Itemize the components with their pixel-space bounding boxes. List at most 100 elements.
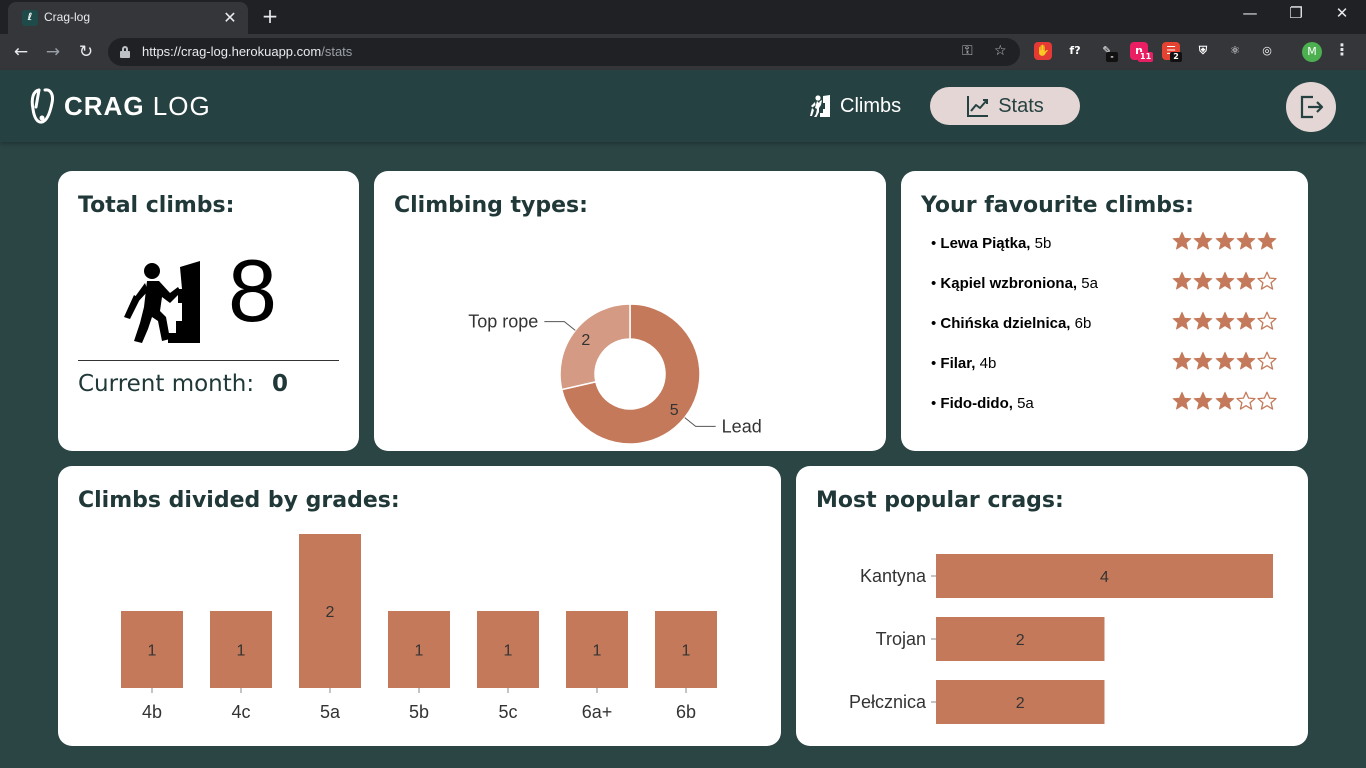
carabiner-icon (30, 88, 54, 124)
forward-button[interactable]: → (45, 42, 61, 62)
shield-icon[interactable]: ⛨ (1194, 42, 1212, 60)
grade-bar[interactable] (210, 611, 272, 688)
pen-icon[interactable]: ✎ - (1098, 42, 1118, 62)
star-filled-icon (1172, 351, 1192, 370)
favourite-climbs-list: • Lewa Piątka, 5b • Kąpiel wzbroniona, 5a… (931, 231, 1281, 431)
restore-button[interactable]: ❐ (1289, 4, 1303, 22)
grade-bar-value: 1 (593, 643, 602, 660)
favourite-climb-label: • Kąpiel wzbroniona, 5a (931, 275, 1098, 292)
grade-bar[interactable] (477, 611, 539, 688)
star-filled-icon (1172, 271, 1192, 290)
nav-stats[interactable]: Stats (930, 87, 1080, 125)
app-header: CRAG LOG Climbs Stats (0, 70, 1366, 142)
grade-tick-label: 5b (409, 702, 429, 722)
star-filled-icon (1236, 271, 1256, 290)
grade-bar-value: 1 (682, 643, 691, 660)
star-filled-icon (1193, 311, 1213, 330)
todoist-icon[interactable]: ☰ 2 (1162, 42, 1182, 62)
bookmark-star-icon[interactable]: ☆ (994, 43, 1007, 59)
nav-stats-label: Stats (998, 94, 1044, 117)
grade-bar-value: 1 (148, 643, 157, 660)
climber-icon (124, 261, 200, 343)
grade-bar[interactable] (566, 611, 628, 688)
star-filled-icon (1215, 311, 1234, 330)
crag-bar[interactable] (936, 680, 1105, 724)
grade-bar[interactable] (299, 534, 361, 688)
browser-tab[interactable]: ℓ Crag-log ✕ (8, 2, 248, 34)
star-filled-icon (1215, 391, 1234, 410)
address-bar[interactable]: https://crag-log.herokuapp.com/stats ⚿ ☆ (108, 38, 1020, 66)
grade-bar[interactable] (388, 611, 450, 688)
browser-menu-icon[interactable]: ⋮ (1334, 40, 1350, 59)
crag-log-logo[interactable]: CRAG LOG (30, 86, 211, 126)
favourite-climb-item: • Fido-dido, 5a (931, 391, 1281, 431)
key-icon[interactable]: ⚿ (962, 43, 973, 59)
star-filled-icon (1193, 271, 1213, 290)
react-icon[interactable]: ⚛ (1226, 42, 1244, 60)
logout-icon (1300, 95, 1324, 119)
back-button[interactable]: ← (13, 42, 29, 62)
reload-button[interactable]: ↻ (78, 42, 94, 62)
climb-grade: 5a (1081, 275, 1098, 292)
star-empty-icon (1236, 391, 1256, 410)
star-filled-icon (1236, 351, 1256, 370)
grade-tick-label: 5c (498, 702, 517, 722)
crag-bar[interactable] (936, 617, 1105, 661)
grade-bar[interactable] (655, 611, 717, 688)
climbing-types-donut-chart: 5 Lead 2 Top rope (468, 303, 762, 445)
grade-bar-value: 1 (237, 643, 246, 660)
climb-grade: 4b (979, 355, 997, 372)
crag-tick-label: Pełcznica (849, 692, 927, 712)
stop-sign-icon[interactable]: ✋ (1034, 42, 1052, 60)
window-close-button[interactable]: ✕ (1335, 4, 1349, 22)
lock-icon[interactable] (120, 46, 130, 58)
crag-bar[interactable] (936, 554, 1273, 598)
grade-bar-value: 1 (415, 643, 424, 660)
star-filled-icon (1172, 231, 1192, 250)
star-filled-icon (1236, 311, 1256, 330)
circle-target-icon[interactable]: ◎ (1258, 42, 1276, 60)
grades-bar-chart: 1 4b 1 4c 2 5a 1 5b 1 5c 1 6a+ 1 6b (121, 534, 717, 722)
extension-badge: 2 (1170, 52, 1182, 62)
star-rating (1172, 231, 1278, 251)
star-empty-icon (1257, 391, 1277, 410)
grade-bar[interactable] (121, 611, 183, 688)
extension-badge: 11 (1138, 52, 1154, 62)
new-tab-button[interactable]: + (261, 4, 279, 28)
donut-category-label: Lead (722, 416, 762, 436)
favourite-climb-label: • Chińska dzielnica, 6b (931, 315, 1092, 332)
climb-name: Filar, (940, 355, 976, 372)
donut-leader-line (544, 321, 576, 331)
star-empty-icon (1257, 351, 1277, 370)
total-climbs-card: Total climbs: 8 Current month: 0 (58, 171, 359, 451)
favourite-climb-item: • Lewa Piątka, 5b (931, 231, 1281, 271)
star-empty-icon (1257, 271, 1277, 290)
star-rating (1172, 351, 1278, 371)
donut-slice-top-rope[interactable] (559, 303, 631, 391)
donut-slice-lead[interactable] (560, 303, 701, 445)
logout-button[interactable] (1286, 82, 1336, 132)
donut-leader-line (684, 417, 716, 427)
favourite-climbs-title: Your favourite climbs: (921, 193, 1194, 218)
profile-avatar[interactable]: M (1302, 42, 1322, 62)
tab-close-icon[interactable]: ✕ (223, 8, 237, 27)
minimize-button[interactable]: — (1242, 4, 1258, 22)
favourite-climb-item: • Chińska dzielnica, 6b (931, 311, 1281, 351)
favourite-climb-item: • Kąpiel wzbroniona, 5a (931, 271, 1281, 311)
crags-title: Most popular crags: (816, 488, 1064, 513)
grade-tick-label: 6b (676, 702, 696, 722)
tab-title: Crag-log (44, 10, 91, 24)
extension-badge: - (1106, 52, 1118, 62)
crag-bar-value: 2 (1016, 632, 1025, 649)
favourite-climb-item: • Filar, 4b (931, 351, 1281, 391)
formula-icon[interactable]: f? (1066, 42, 1084, 60)
grades-card: Climbs divided by grades: 1 4b 1 4c 2 5a 1 5b 1 5… (58, 466, 781, 746)
star-filled-icon (1257, 231, 1277, 250)
nav-climbs[interactable]: Climbs (800, 86, 909, 126)
crag-log-favicon-icon: ℓ (22, 10, 38, 26)
star-filled-icon (1193, 351, 1213, 370)
star-filled-icon (1215, 351, 1234, 370)
notifications-icon[interactable]: n 11 (1130, 42, 1154, 62)
star-filled-icon (1236, 231, 1256, 250)
star-filled-icon (1172, 311, 1192, 330)
